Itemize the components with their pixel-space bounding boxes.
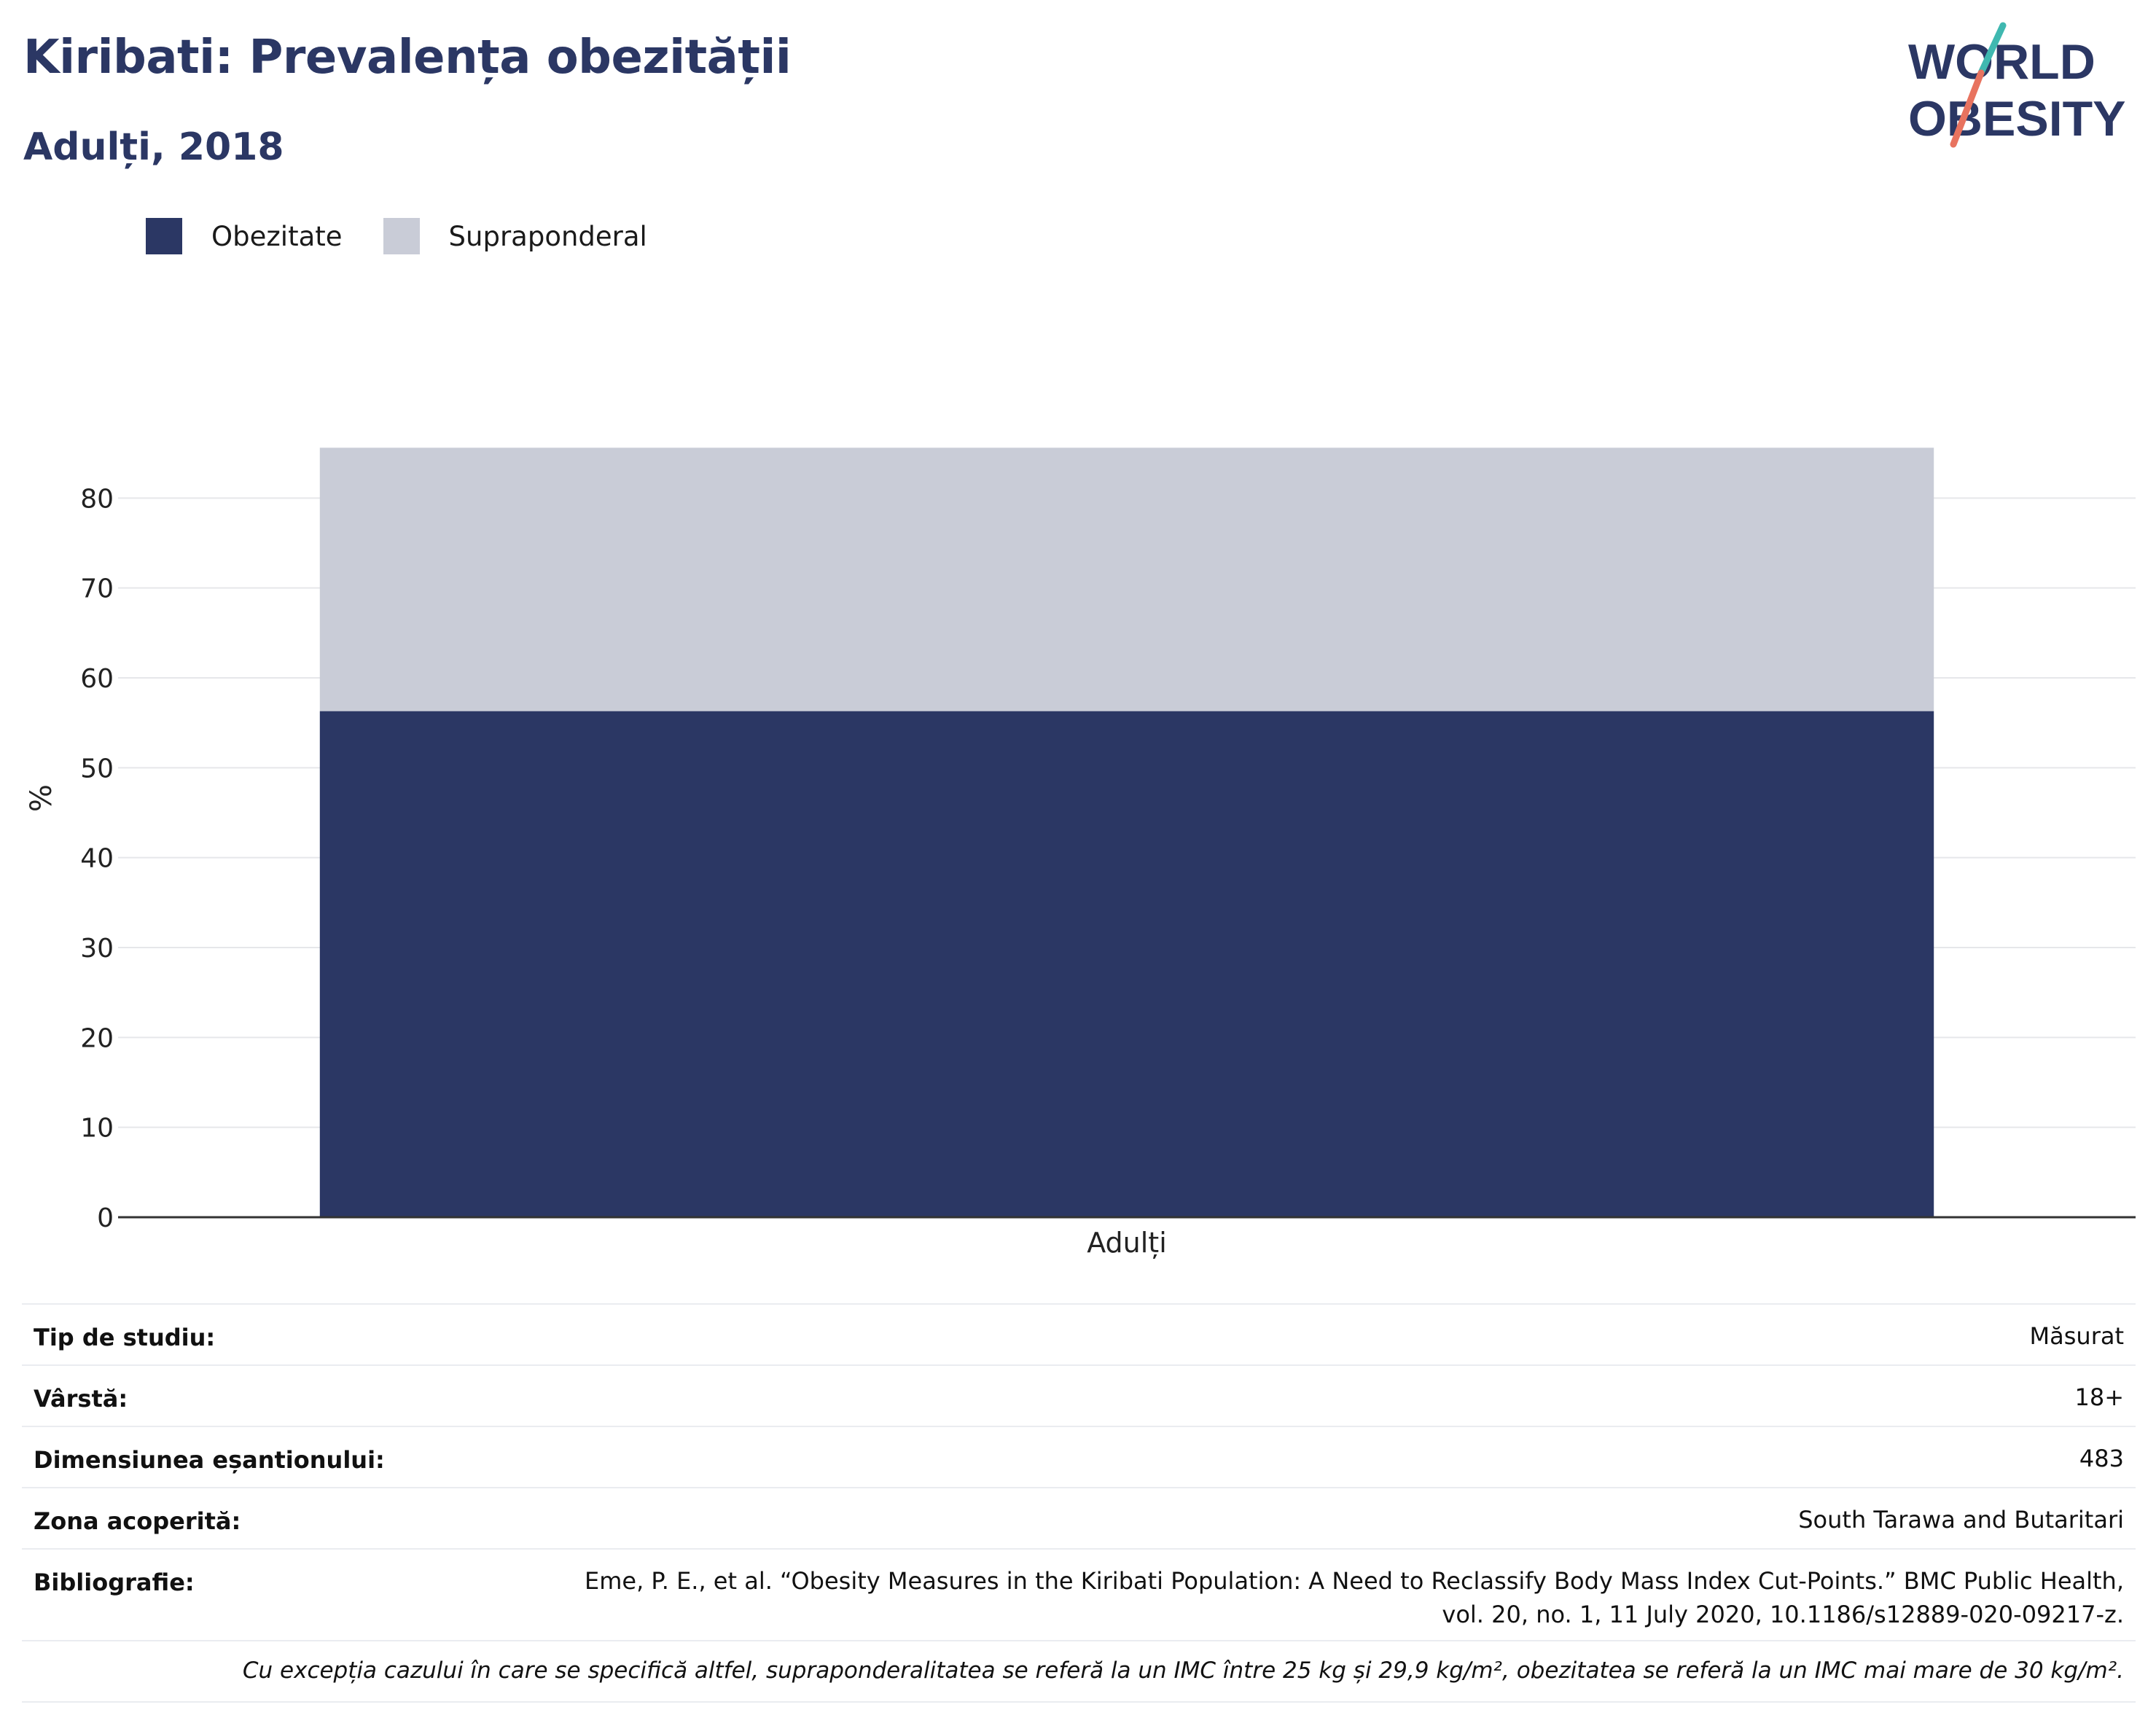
citation-line: Eme, P. E., et al. “Obesity Measures in … — [584, 1567, 2124, 1595]
info-label: Vârstă: — [34, 1385, 128, 1413]
y-tick-label: 80 — [80, 484, 114, 514]
y-tick-labels: 0 10 20 30 40 50 60 70 80 — [80, 484, 114, 1233]
chart-legend: Obezitate Supraponderal — [146, 217, 688, 255]
info-row-bibliography: Bibliografie: Eme, P. E., et al. “Obesit… — [22, 1548, 2136, 1640]
legend-label: Supraponderal — [448, 220, 647, 252]
logo-line1: WORLD — [1908, 34, 2096, 90]
page-subtitle: Adulți, 2018 — [23, 125, 284, 169]
bar-segment — [319, 711, 1934, 1217]
info-row-study-type: Tip de studiu: Măsurat — [22, 1303, 2136, 1364]
bar-segment — [319, 448, 1934, 711]
y-tick-label: 50 — [80, 754, 114, 784]
y-tick-label: 40 — [80, 844, 114, 874]
logo-line2: OBESITY — [1908, 91, 2126, 147]
page-title: Kiribati: Prevalența obezității — [23, 31, 792, 85]
y-tick-label: 30 — [80, 934, 114, 964]
info-value: South Tarawa and Butaritari — [1798, 1506, 2124, 1534]
info-row-area: Zona acoperită: South Tarawa and Butarit… — [22, 1487, 2136, 1548]
info-label: Zona acoperită: — [34, 1507, 241, 1535]
legend-item-supraponderal[interactable]: Supraponderal — [383, 218, 647, 254]
study-info-table: Tip de studiu: Măsurat Vârstă: 18+ Dimen… — [22, 1303, 2136, 1703]
legend-swatch — [383, 218, 420, 254]
x-tick-labels: Adulți — [1087, 1227, 1167, 1259]
definition-note: Cu excepția cazului în care se specifică… — [22, 1640, 2136, 1703]
y-tick-label: 20 — [80, 1023, 114, 1053]
info-row-sample-size: Dimensiunea eșantionului: 483 — [22, 1426, 2136, 1487]
legend-swatch — [146, 218, 182, 254]
bars — [319, 448, 1934, 1217]
y-tick-label: 70 — [80, 574, 114, 604]
bar-chart: 0 10 20 30 40 50 60 70 80 Adulți % — [25, 448, 2136, 1259]
bibliography-citation: Eme, P. E., et al. “Obesity Measures in … — [585, 1564, 2124, 1640]
y-axis-label: % — [25, 784, 58, 812]
info-value: 483 — [2079, 1445, 2124, 1472]
y-tick-label: 10 — [80, 1114, 114, 1144]
info-label: Bibliografie: — [34, 1569, 195, 1596]
citation-line: vol. 20, no. 1, 11 July 2020, 10.1186/s1… — [1442, 1601, 2124, 1628]
legend-label: Obezitate — [211, 220, 343, 252]
info-label: Dimensiunea eșantionului: — [34, 1446, 385, 1474]
legend-item-obezitate[interactable]: Obezitate — [146, 218, 343, 254]
info-value: 18+ — [2074, 1383, 2124, 1411]
world-obesity-logo: WORLD OBESITY — [1908, 22, 2126, 148]
y-tick-label: 0 — [97, 1203, 114, 1233]
logo-slash-teal — [1977, 22, 2007, 77]
x-tick-label: Adulți — [1087, 1227, 1167, 1259]
y-tick-label: 60 — [80, 664, 114, 694]
info-row-age: Vârstă: 18+ — [22, 1364, 2136, 1426]
info-value: Măsurat — [2029, 1322, 2124, 1350]
logo-slash-coral — [1950, 69, 1985, 148]
info-label: Tip de studiu: — [34, 1324, 216, 1351]
